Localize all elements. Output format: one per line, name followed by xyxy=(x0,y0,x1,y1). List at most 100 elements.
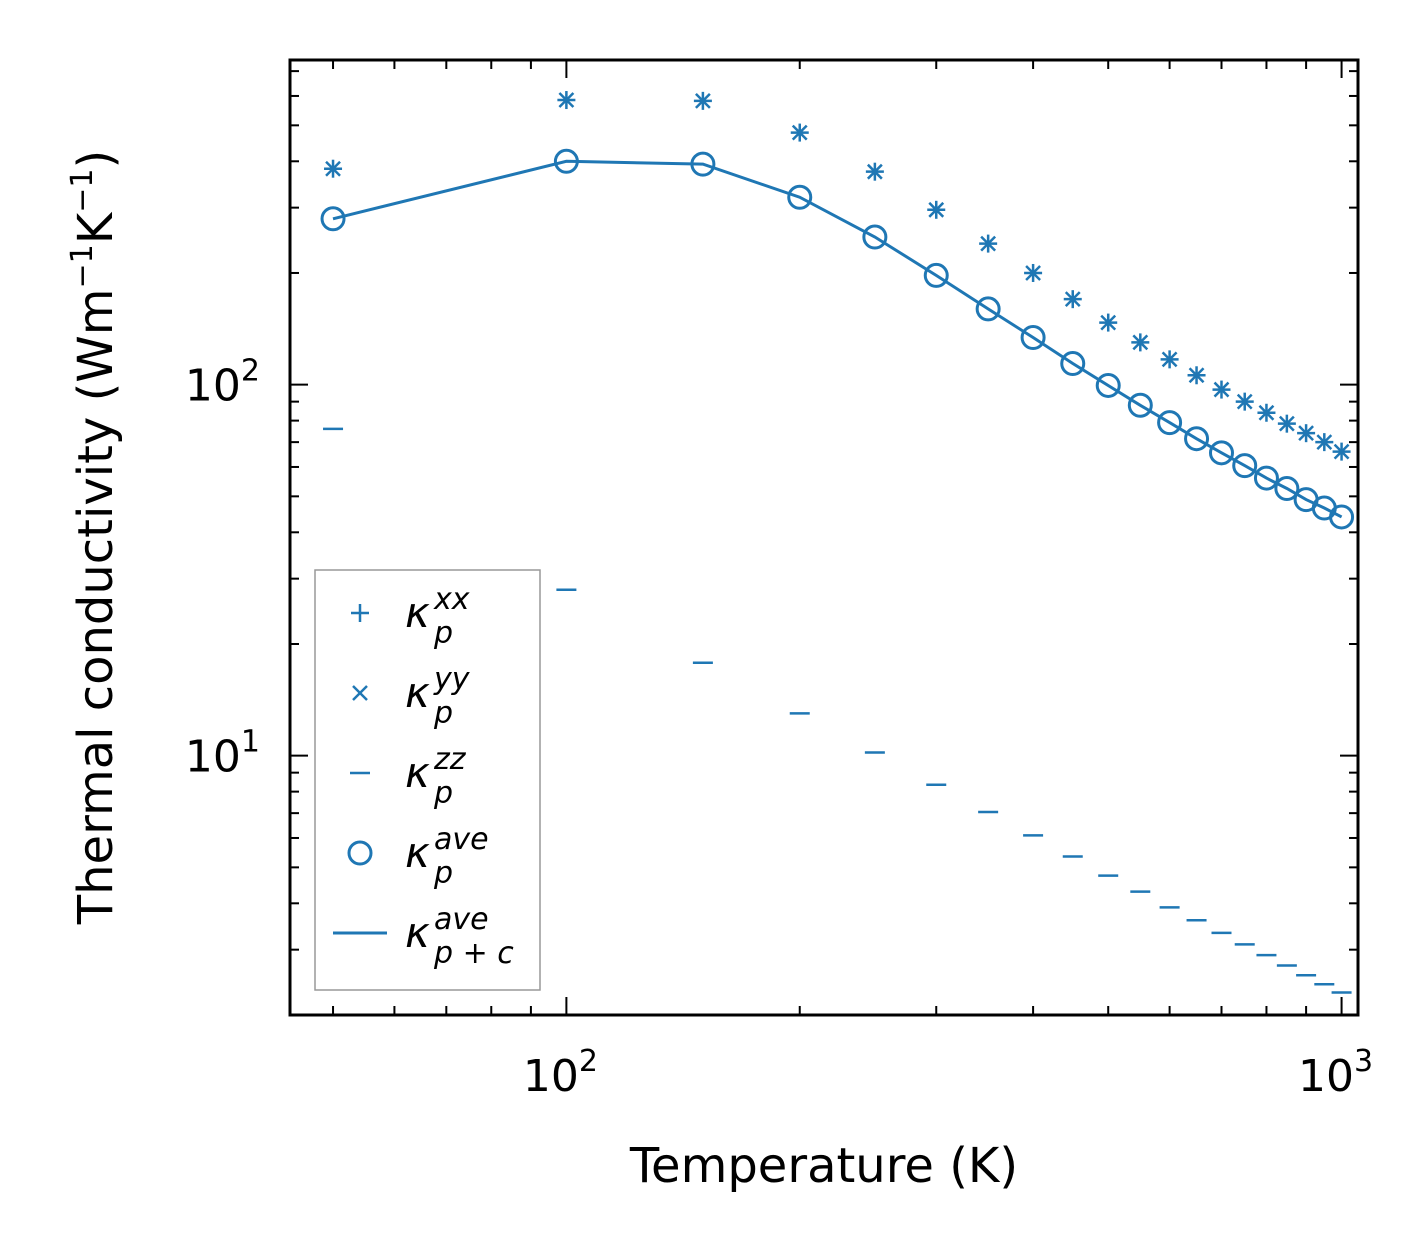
data-point-kappa_p_ave-ring xyxy=(1095,372,1121,398)
data-point-kappa_p_ave-ring xyxy=(1232,453,1258,479)
data-point-kappa_p_yy xyxy=(1188,367,1205,384)
data-point-kappa_p_yy-b xyxy=(1161,351,1178,368)
data-point-kappa_p_ave xyxy=(1208,440,1234,466)
legend-superscript: ave xyxy=(434,902,489,937)
data-point-kappa_p_yy xyxy=(325,160,341,177)
data-point-kappa_p_ave xyxy=(320,206,346,232)
x-tick-label-base: 10 xyxy=(1298,1051,1354,1102)
series-line-kappa_pc_ave xyxy=(332,159,1343,519)
series-kappa_p_zz xyxy=(323,427,1352,994)
x-tick-label-exp: 2 xyxy=(579,1044,598,1079)
legend-label: κ xyxy=(405,748,430,797)
data-point-kappa_p_yy-b xyxy=(695,92,711,109)
data-point-kappa_p_ave-ring xyxy=(1253,465,1279,491)
data-point-kappa_p_yy-b xyxy=(1132,334,1149,351)
data-point-kappa_p_yy-b xyxy=(1188,367,1205,384)
data-point-kappa_p_yy-b xyxy=(325,160,341,177)
data-point-kappa_p_yy-b xyxy=(866,163,883,180)
data-point-kappa_p_yy xyxy=(1298,425,1314,442)
legend-marker-x xyxy=(352,685,368,701)
data-point-kappa_p_ave-ring xyxy=(1020,325,1046,351)
y-axis-label-mid: K xyxy=(68,211,124,244)
data-point-kappa_p_ave-ring xyxy=(1208,440,1234,466)
x-tick-label: 102 xyxy=(523,1044,598,1102)
data-point-kappa_p_ave xyxy=(1095,372,1121,398)
data-point-kappa_p_ave-ring xyxy=(1329,504,1355,530)
legend-label: κ xyxy=(405,588,430,637)
data-point-kappa_p_ave xyxy=(1232,453,1258,479)
legend-symbol: κ xyxy=(405,748,430,797)
series-kappa_pc_ave xyxy=(332,159,1343,519)
data-point-kappa_p_yy xyxy=(1213,381,1230,398)
data-point-kappa_p_ave-ring xyxy=(975,296,1001,322)
legend-marker-plus xyxy=(351,604,369,622)
series-kappa_p_xx xyxy=(324,91,1351,461)
legend-symbol: κ xyxy=(405,828,430,877)
data-point-kappa_p_yy-b xyxy=(1236,393,1253,410)
data-point-kappa_p_yy xyxy=(1236,393,1253,410)
data-point-kappa_p_ave-ring xyxy=(862,224,888,250)
y-axis-label-main: Thermal conductivity (Wm xyxy=(68,288,124,925)
data-point-kappa_p_yy-b xyxy=(1316,434,1333,451)
data-point-kappa_p_yy xyxy=(791,124,808,141)
legend-label: κ xyxy=(405,668,430,717)
data-point-kappa_p_yy-b xyxy=(791,124,808,141)
y-tick-label-base: 10 xyxy=(185,732,241,783)
data-point-kappa_p_yy-b xyxy=(1213,381,1230,398)
data-point-kappa_p_yy xyxy=(1100,314,1117,331)
legend-entry: κ pzz xyxy=(350,742,467,811)
data-point-kappa_p_yy-b xyxy=(1025,265,1041,281)
y-axis-label-close: ) xyxy=(68,150,124,169)
data-point-kappa_p_yy-b xyxy=(558,92,575,108)
data-point-kappa_p_ave xyxy=(1253,465,1279,491)
data-point-kappa_p_yy-b xyxy=(1064,291,1081,308)
legend-label: κ xyxy=(405,908,430,957)
data-point-kappa_p_yy xyxy=(1161,351,1178,368)
data-point-kappa_p_yy-b xyxy=(1278,415,1295,432)
legend-entry: κ pyy xyxy=(352,662,471,731)
data-point-kappa_p_yy-b xyxy=(928,201,945,218)
data-point-kappa_p_yy-b xyxy=(980,235,997,252)
data-point-kappa_p_yy xyxy=(928,201,945,218)
y-axis-label-sup2: −1 xyxy=(65,169,100,213)
legend-superscript: xx xyxy=(433,582,470,617)
x-axis-label: Temperature (K) xyxy=(629,1138,1018,1194)
data-point-kappa_p_ave xyxy=(1127,392,1153,418)
data-point-kappa_p_yy xyxy=(1132,334,1149,351)
y-tick-label-exp: 1 xyxy=(241,725,260,760)
legend-marker-circle xyxy=(347,840,373,866)
data-point-kappa_p_ave xyxy=(1329,504,1355,530)
data-point-kappa_p_ave xyxy=(1184,426,1210,452)
data-point-kappa_p_ave-ring xyxy=(1060,351,1086,377)
series-kappa_p_ave xyxy=(320,148,1355,530)
data-point-kappa_p_ave xyxy=(975,296,1001,322)
data-point-kappa_p_ave xyxy=(862,224,888,250)
data-point-kappa_p_ave xyxy=(1274,475,1300,501)
x-tick-label-base: 10 xyxy=(523,1051,579,1102)
legend-marker-x-b xyxy=(352,685,368,701)
legend-superscript: ave xyxy=(434,822,489,857)
data-point-kappa_p_yy xyxy=(1333,443,1350,460)
y-axis-label: Thermal conductivity (Wm−1K−1) xyxy=(65,150,124,925)
legend-superscript: zz xyxy=(433,742,467,777)
legend-symbol: κ xyxy=(405,588,430,637)
data-point-kappa_p_yy-b xyxy=(1100,314,1117,331)
legend-subscript: p + c xyxy=(433,936,514,971)
data-point-kappa_p_yy xyxy=(1258,404,1275,421)
legend-frame xyxy=(314,569,541,991)
data-point-kappa_p_yy-b xyxy=(1298,425,1314,442)
y-axis-label-sup1: −1 xyxy=(65,244,100,288)
legend-subscript: p xyxy=(433,696,453,731)
data-point-kappa_p_ave-ring xyxy=(320,206,346,232)
data-point-kappa_p_yy xyxy=(1064,291,1081,308)
legend-marker-circle-ring xyxy=(347,840,373,866)
data-point-kappa_p_ave-ring xyxy=(1127,392,1153,418)
y-tick-label-exp: 2 xyxy=(241,354,260,389)
series-layer xyxy=(320,91,1355,994)
data-point-kappa_p_yy xyxy=(1278,415,1295,432)
y-tick-label: 102 xyxy=(185,354,260,412)
